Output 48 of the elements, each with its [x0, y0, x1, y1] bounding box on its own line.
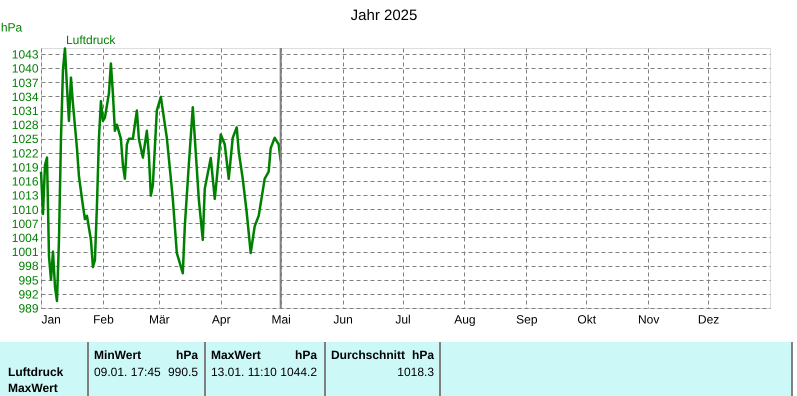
- x-tick-label: Nov: [638, 312, 660, 326]
- y-tick-label: 1034: [12, 90, 39, 104]
- series-label: Luftdruck: [66, 33, 116, 47]
- text: 09.01. 17:45: [94, 365, 162, 379]
- x-tick-label: Feb: [93, 312, 114, 326]
- y-tick-label: 1019: [12, 160, 39, 174]
- x-tick-label: Mai: [272, 312, 291, 326]
- text: Luftdruck: [8, 365, 64, 379]
- y-tick-label: 1025: [12, 132, 39, 146]
- x-tick-label: Mär: [149, 312, 170, 326]
- text: hPa: [412, 348, 434, 362]
- x-tick-label: Apr: [212, 312, 231, 326]
- text: MaxWert: [211, 348, 261, 362]
- text: 13.01. 11:10: [211, 365, 278, 379]
- x-tick-label: Dez: [698, 312, 720, 326]
- text: hPa: [176, 348, 198, 362]
- y-tick-label: 1001: [12, 245, 39, 260]
- text: Durchschnitt: [331, 348, 406, 362]
- text: hPa: [294, 348, 318, 362]
- y-tick-label: 1010: [12, 202, 39, 217]
- text: 990.5: [168, 365, 198, 379]
- x-tick-label: Aug: [454, 312, 476, 326]
- y-tick-label: 1016: [12, 174, 39, 189]
- y-tick-label: 1013: [12, 188, 39, 203]
- y-tick-label: 998: [18, 259, 39, 274]
- text: 1018.3: [397, 365, 434, 379]
- text: 1044.2: [280, 365, 318, 379]
- line-series: [40, 47, 282, 302]
- x-tick-label: Okt: [577, 312, 597, 326]
- y-tick-label: 995: [18, 273, 39, 288]
- text: MaxWert: [8, 381, 58, 395]
- y-tick-label: 1028: [12, 118, 39, 132]
- x-tick-label: Jun: [333, 312, 353, 326]
- y-tick-label: 1031: [12, 104, 39, 118]
- x-tick-label: Jan: [42, 312, 61, 326]
- y-tick-label: 992: [18, 287, 39, 302]
- y-axis-title: hPa: [0, 20, 22, 34]
- x-tick-label: Sep: [516, 312, 538, 326]
- text: MinWert: [94, 348, 142, 362]
- y-tick-label: 1007: [12, 216, 39, 231]
- y-tick-label: 1004: [12, 230, 39, 245]
- y-tick-label: 989: [18, 302, 39, 316]
- x-tick-label: Jul: [395, 312, 411, 326]
- chart-title: Jahr 2025: [350, 7, 418, 24]
- y-tick-label: 1040: [12, 62, 39, 76]
- y-tick-label: 1037: [12, 76, 39, 90]
- y-tick-label: 1022: [12, 146, 39, 160]
- y-tick-label: 1043: [12, 48, 39, 62]
